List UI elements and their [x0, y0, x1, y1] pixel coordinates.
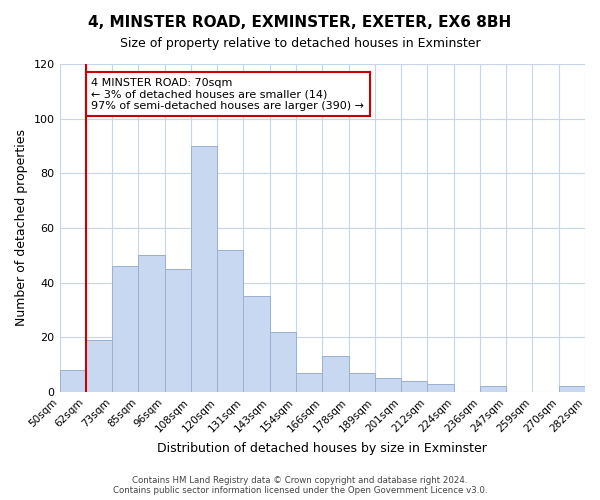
Bar	[296, 373, 322, 392]
Bar	[401, 381, 427, 392]
Bar	[427, 384, 454, 392]
Text: Size of property relative to detached houses in Exminster: Size of property relative to detached ho…	[119, 38, 481, 51]
Bar	[139, 256, 164, 392]
Y-axis label: Number of detached properties: Number of detached properties	[15, 130, 28, 326]
X-axis label: Distribution of detached houses by size in Exminster: Distribution of detached houses by size …	[157, 442, 487, 455]
Bar	[217, 250, 244, 392]
Bar	[559, 386, 585, 392]
Text: 4 MINSTER ROAD: 70sqm
← 3% of detached houses are smaller (14)
97% of semi-detac: 4 MINSTER ROAD: 70sqm ← 3% of detached h…	[91, 78, 364, 111]
Bar	[349, 373, 375, 392]
Bar	[322, 356, 349, 392]
Text: 4, MINSTER ROAD, EXMINSTER, EXETER, EX6 8BH: 4, MINSTER ROAD, EXMINSTER, EXETER, EX6 …	[88, 15, 512, 30]
Bar	[59, 370, 86, 392]
Text: Contains HM Land Registry data © Crown copyright and database right 2024.
Contai: Contains HM Land Registry data © Crown c…	[113, 476, 487, 495]
Bar	[244, 296, 270, 392]
Bar	[164, 269, 191, 392]
Bar	[86, 340, 112, 392]
Bar	[270, 332, 296, 392]
Bar	[191, 146, 217, 392]
Bar	[375, 378, 401, 392]
Bar	[480, 386, 506, 392]
Bar	[112, 266, 139, 392]
